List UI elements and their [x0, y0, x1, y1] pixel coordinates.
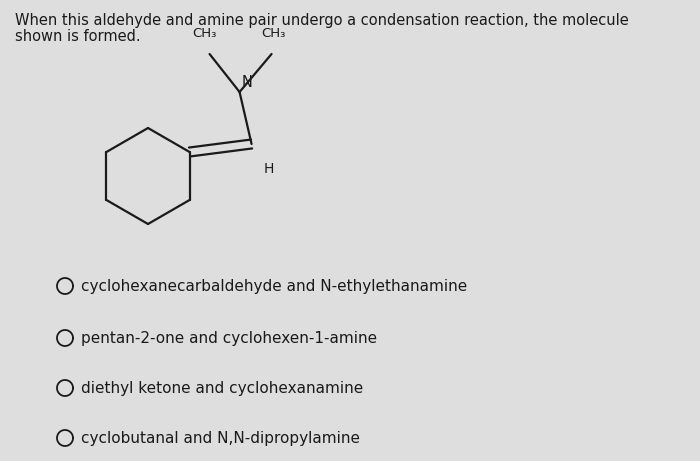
Text: diethyl ketone and cyclohexanamine: diethyl ketone and cyclohexanamine [81, 380, 363, 396]
Text: CH₃: CH₃ [261, 27, 286, 40]
Text: pentan-2-one and cyclohexen-1-amine: pentan-2-one and cyclohexen-1-amine [81, 331, 377, 345]
Text: H: H [264, 162, 274, 176]
Text: shown is formed.: shown is formed. [15, 29, 141, 44]
Text: cyclobutanal and N,N-dipropylamine: cyclobutanal and N,N-dipropylamine [81, 431, 360, 445]
Text: cyclohexanecarbaldehyde and N-ethylethanamine: cyclohexanecarbaldehyde and N-ethylethan… [81, 278, 468, 294]
Text: When this aldehyde and amine pair undergo a condensation reaction, the molecule: When this aldehyde and amine pair underg… [15, 13, 629, 28]
Text: CH₃: CH₃ [193, 27, 217, 40]
Text: N: N [241, 75, 253, 90]
